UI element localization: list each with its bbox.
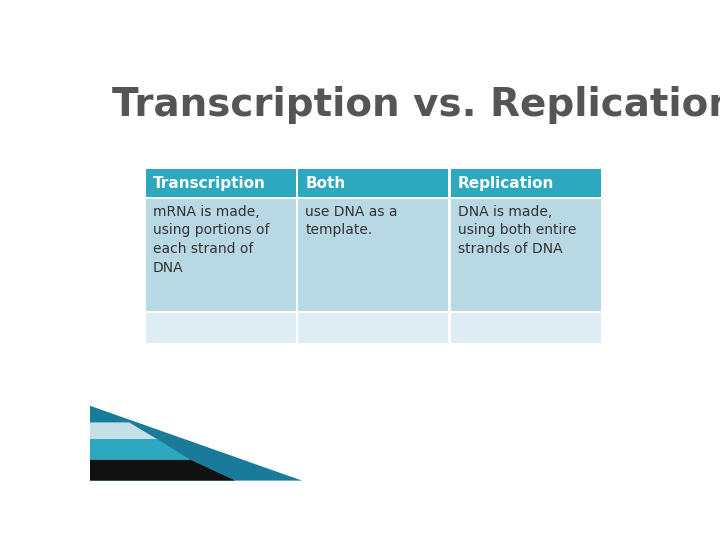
Polygon shape (90, 439, 190, 460)
Text: use DNA as a
template.: use DNA as a template. (305, 205, 398, 238)
Bar (298, 199, 449, 312)
Text: Replication: Replication (458, 176, 554, 191)
Text: Both: Both (305, 176, 346, 191)
Bar (298, 168, 449, 198)
Text: mRNA is made,
using portions of
each strand of
DNA: mRNA is made, using portions of each str… (153, 205, 269, 275)
Bar (145, 199, 296, 312)
Bar (451, 168, 601, 198)
Bar (145, 168, 296, 198)
Polygon shape (90, 460, 235, 481)
Bar (145, 313, 296, 343)
Bar (451, 313, 601, 343)
Text: Transcription vs. Replication: Transcription vs. Replication (112, 85, 720, 124)
Bar (298, 313, 449, 343)
Text: Transcription: Transcription (153, 176, 266, 191)
Text: DNA is made,
using both entire
strands of DNA: DNA is made, using both entire strands o… (458, 205, 576, 256)
Polygon shape (90, 406, 302, 481)
Bar (451, 199, 601, 312)
Polygon shape (90, 422, 157, 439)
